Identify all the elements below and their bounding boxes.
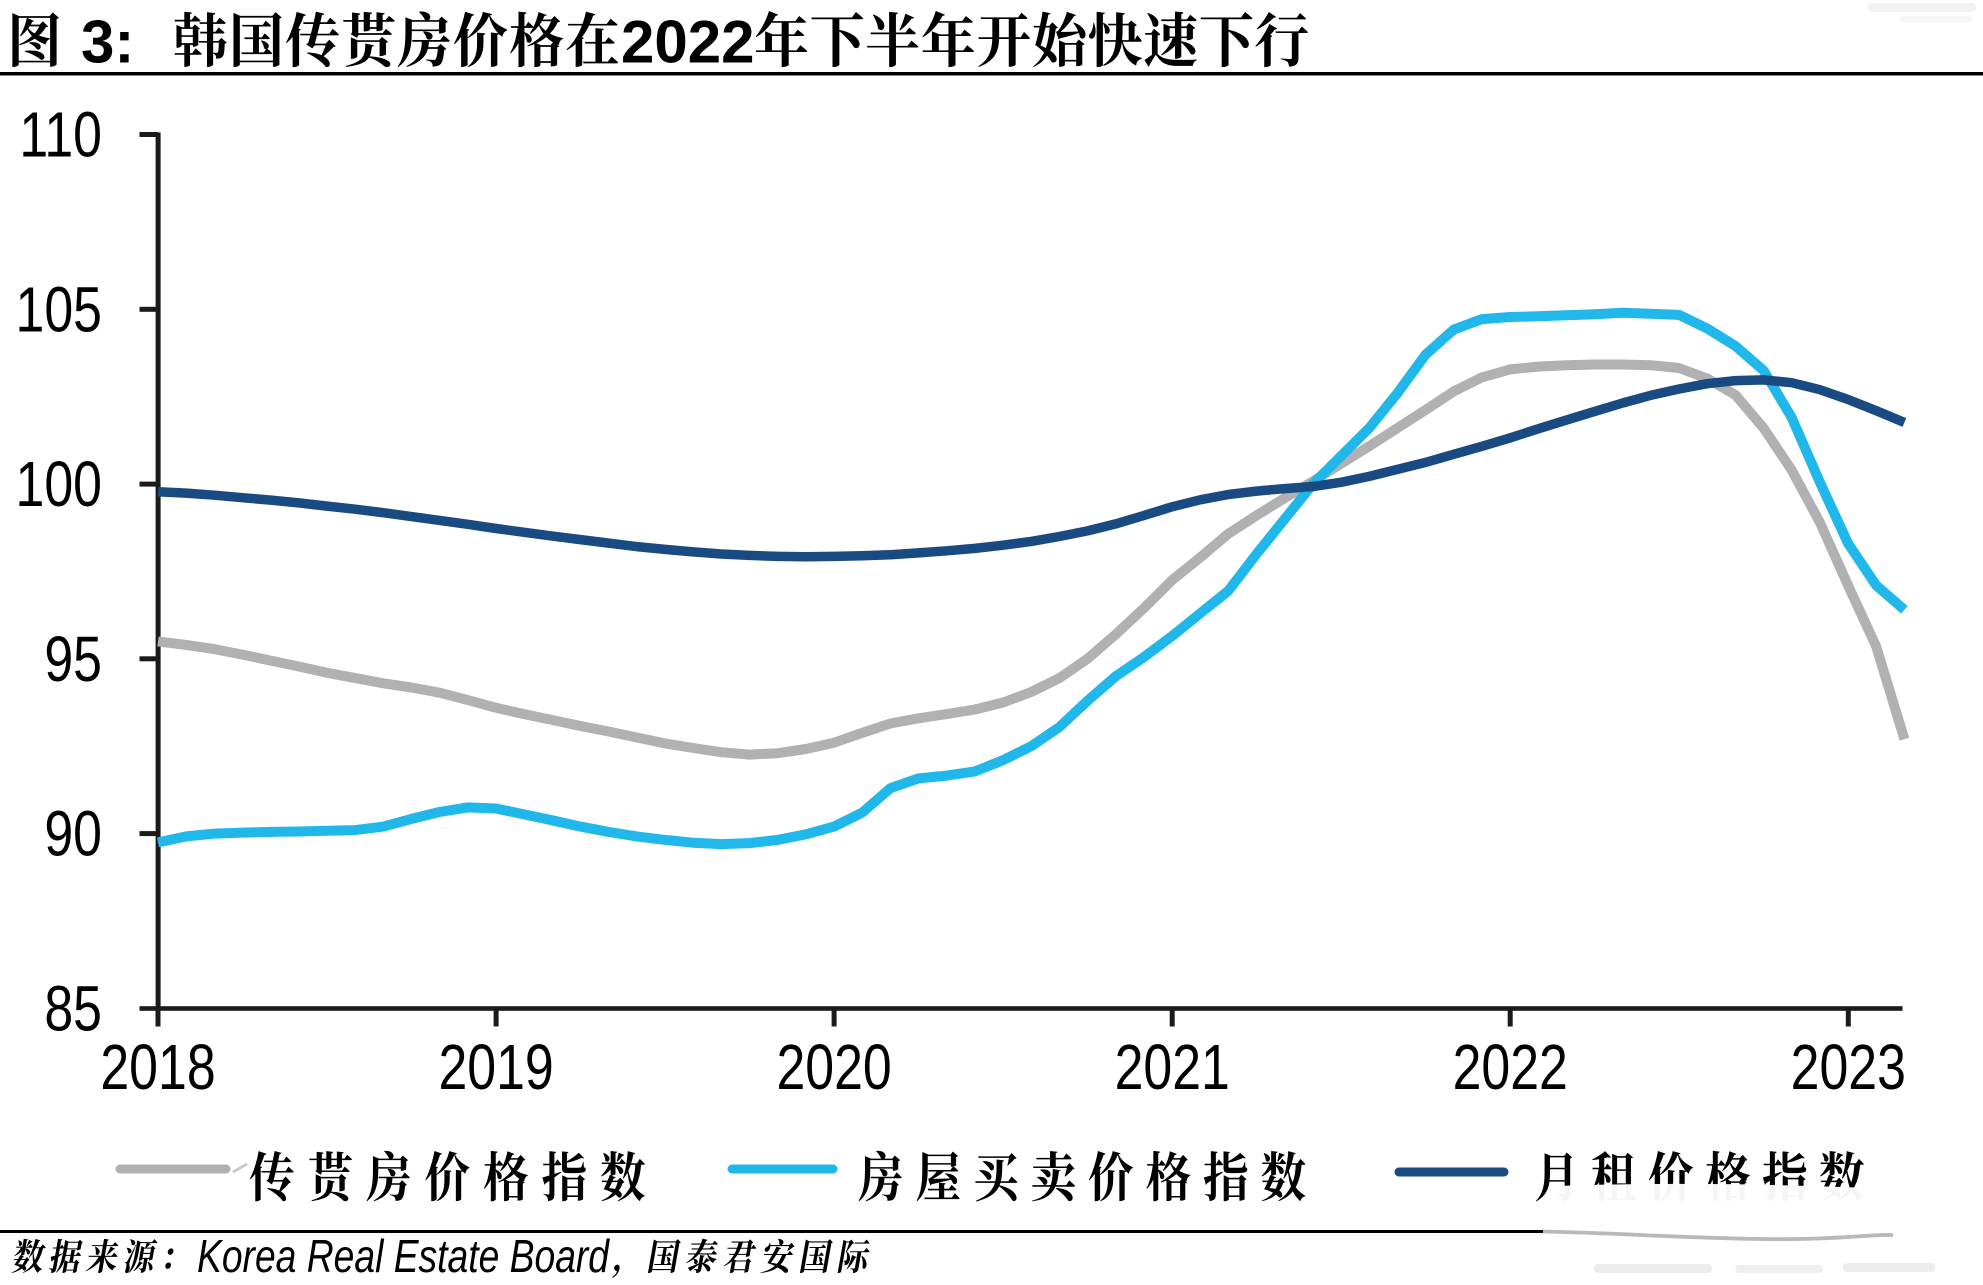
svg-text:2020: 2020	[776, 1032, 891, 1103]
svg-text:2018: 2018	[100, 1032, 215, 1103]
svg-text:2019: 2019	[438, 1032, 553, 1103]
svg-text:2022: 2022	[621, 9, 754, 76]
svg-text:85: 85	[44, 973, 102, 1044]
svg-text:2021: 2021	[1115, 1032, 1230, 1103]
svg-text:2023: 2023	[1791, 1032, 1906, 1103]
svg-text:90: 90	[44, 798, 102, 869]
svg-text:110: 110	[19, 99, 102, 170]
svg-text:95: 95	[44, 624, 102, 695]
svg-text:Korea Real Estate Board: Korea Real Estate Board	[197, 1230, 611, 1280]
svg-text:100: 100	[16, 449, 102, 520]
svg-text:3:: 3:	[81, 9, 134, 76]
svg-text:2022: 2022	[1453, 1032, 1568, 1103]
svg-text:105: 105	[16, 274, 102, 345]
